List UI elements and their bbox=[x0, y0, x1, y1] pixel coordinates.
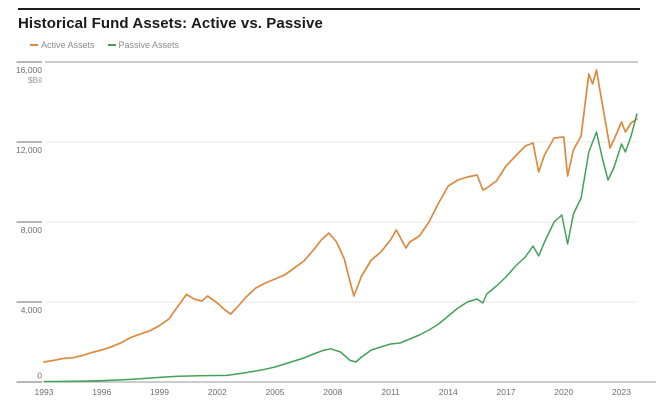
y-tick-label: 16,000 bbox=[16, 65, 42, 75]
chart-title: Historical Fund Assets: Active vs. Passi… bbox=[18, 15, 323, 32]
x-tick-label: 2020 bbox=[554, 387, 573, 397]
x-tick-label: 2014 bbox=[439, 387, 458, 397]
legend-label: Active Assets bbox=[41, 40, 95, 50]
x-tick-label: 2002 bbox=[208, 387, 227, 397]
x-tick-label: 1993 bbox=[35, 387, 54, 397]
x-tick-label: 2023 bbox=[612, 387, 631, 397]
x-tick-label: 2017 bbox=[497, 387, 516, 397]
legend-dash-icon bbox=[107, 44, 116, 46]
y-tick-label: 4,000 bbox=[21, 305, 43, 315]
top-rule bbox=[18, 8, 640, 10]
y-tick-label: 0 bbox=[37, 371, 42, 381]
y-tick-label: 12,000 bbox=[16, 145, 42, 155]
y-tick-label: 8,000 bbox=[21, 225, 43, 235]
x-tick-label: 2008 bbox=[323, 387, 342, 397]
legend-item-passive-assets: Passive Assets bbox=[107, 40, 180, 50]
active-assets-line bbox=[43, 69, 638, 363]
x-tick-label: 2011 bbox=[381, 387, 400, 397]
x-tick-label: 1996 bbox=[92, 387, 111, 397]
legend-item-active-assets: Active Assets bbox=[30, 40, 95, 50]
legend-label: Passive Assets bbox=[118, 40, 180, 50]
x-tick-label: 2005 bbox=[266, 387, 285, 397]
passive-assets-line bbox=[43, 113, 638, 383]
legend: Active Assets Passive Assets bbox=[30, 40, 179, 50]
x-tick-label: 1999 bbox=[150, 387, 169, 397]
y-axis-unit-label: $Bil bbox=[28, 75, 42, 85]
legend-dash-icon bbox=[30, 44, 38, 46]
